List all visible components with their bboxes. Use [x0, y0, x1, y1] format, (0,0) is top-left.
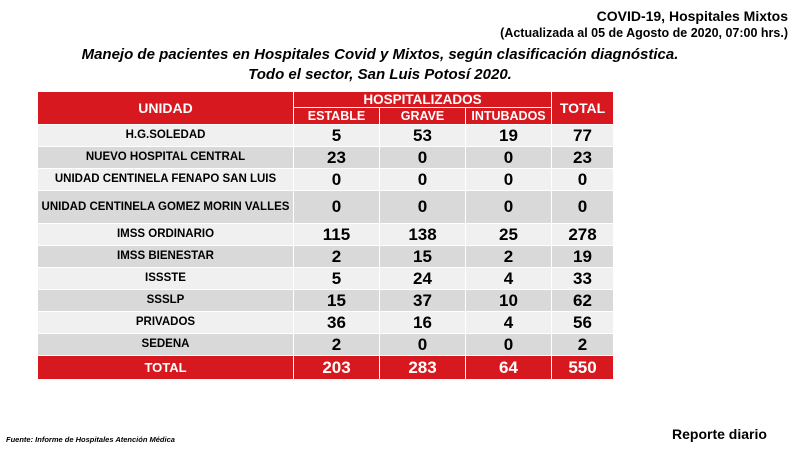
col-total: TOTAL [551, 91, 615, 125]
unit-name: SEDENA [37, 333, 294, 356]
intubados-value: 0 [464, 146, 553, 169]
table-row: UNIDAD CENTINELA GOMEZ MORIN VALLES 0 0 … [37, 190, 615, 224]
grave-value: 24 [379, 267, 466, 290]
total-value: 23 [551, 146, 615, 169]
header-updated: (Actualizada al 05 de Agosto de 2020, 07… [500, 26, 788, 40]
table-row: NUEVO HOSPITAL CENTRAL 23 0 0 23 [37, 146, 615, 169]
intubados-value: 4 [464, 267, 553, 290]
table-row: SEDENA 2 0 0 2 [37, 333, 615, 356]
table-row: ISSSTE 5 24 4 33 [37, 267, 615, 290]
unit-name: PRIVADOS [37, 311, 294, 334]
total-value: 0 [551, 168, 615, 191]
total-value: 19 [551, 245, 615, 268]
report-label: Reporte diario [672, 426, 767, 442]
table-row: IMSS BIENESTAR 2 15 2 19 [37, 245, 615, 268]
total-intubados: 64 [464, 355, 553, 380]
estable-value: 36 [293, 311, 380, 334]
table-row: IMSS ORDINARIO 115 138 25 278 [37, 223, 615, 246]
total-value: 2 [551, 333, 615, 356]
total-value: 77 [551, 124, 615, 147]
estable-value: 2 [293, 245, 380, 268]
grave-value: 15 [379, 245, 466, 268]
estable-value: 5 [293, 267, 380, 290]
col-intubados: INTUBADOS [464, 107, 553, 125]
table-row: UNIDAD CENTINELA FENAPO SAN LUIS 0 0 0 0 [37, 168, 615, 191]
col-unidad: UNIDAD [37, 91, 294, 125]
grave-value: 37 [379, 289, 466, 312]
estable-value: 5 [293, 124, 380, 147]
grave-value: 16 [379, 311, 466, 334]
total-grave: 283 [379, 355, 466, 380]
col-estable: ESTABLE [293, 107, 380, 125]
grave-value: 0 [379, 146, 466, 169]
total-value: 62 [551, 289, 615, 312]
unit-name: SSSLP [37, 289, 294, 312]
estable-value: 115 [293, 223, 380, 246]
col-grave: GRAVE [379, 107, 466, 125]
estable-value: 0 [293, 190, 380, 224]
table-row: PRIVADOS 36 16 4 56 [37, 311, 615, 334]
unit-name: H.G.SOLEDAD [37, 124, 294, 147]
source-note: Fuente: Informe de Hospitales Atención M… [6, 435, 175, 444]
unit-name: UNIDAD CENTINELA FENAPO SAN LUIS [37, 168, 294, 191]
unit-name: IMSS BIENESTAR [37, 245, 294, 268]
estable-value: 15 [293, 289, 380, 312]
total-label: TOTAL [37, 355, 294, 380]
unit-name: ISSSTE [37, 267, 294, 290]
total-value: 56 [551, 311, 615, 334]
total-value: 278 [551, 223, 615, 246]
intubados-value: 2 [464, 245, 553, 268]
grave-value: 0 [379, 333, 466, 356]
total-estable: 203 [293, 355, 380, 380]
table-row: H.G.SOLEDAD 5 53 19 77 [37, 124, 615, 147]
grave-value: 0 [379, 168, 466, 191]
intubados-value: 19 [464, 124, 553, 147]
table-row: SSSLP 15 37 10 62 [37, 289, 615, 312]
intubados-value: 10 [464, 289, 553, 312]
total-value: 0 [551, 190, 615, 224]
grave-value: 138 [379, 223, 466, 246]
estable-value: 2 [293, 333, 380, 356]
grand-total: 550 [551, 355, 615, 380]
subtitle-line1: Manejo de pacientes en Hospitales Covid … [81, 46, 679, 63]
intubados-value: 25 [464, 223, 553, 246]
unit-name: IMSS ORDINARIO [37, 223, 294, 246]
col-hospitalizados: HOSPITALIZADOS [292, 91, 553, 108]
totals-row: TOTAL 203 283 64 550 [37, 355, 615, 380]
total-value: 33 [551, 267, 615, 290]
unit-name: NUEVO HOSPITAL CENTRAL [37, 146, 294, 169]
estable-value: 0 [293, 168, 380, 191]
intubados-value: 0 [464, 168, 553, 191]
intubados-value: 0 [464, 190, 553, 224]
unit-name: UNIDAD CENTINELA GOMEZ MORIN VALLES [37, 190, 294, 224]
grave-value: 53 [379, 124, 466, 147]
grave-value: 0 [379, 190, 466, 224]
hospital-table: UNIDAD HOSPITALIZADOS TOTAL ESTABLE GRAV… [37, 91, 615, 380]
intubados-value: 0 [464, 333, 553, 356]
intubados-value: 4 [464, 311, 553, 334]
header-title: COVID-19, Hospitales Mixtos [596, 8, 788, 24]
subtitle-line2: Todo el sector, San Luis Potosí 2020. [248, 66, 512, 83]
estable-value: 23 [293, 146, 380, 169]
